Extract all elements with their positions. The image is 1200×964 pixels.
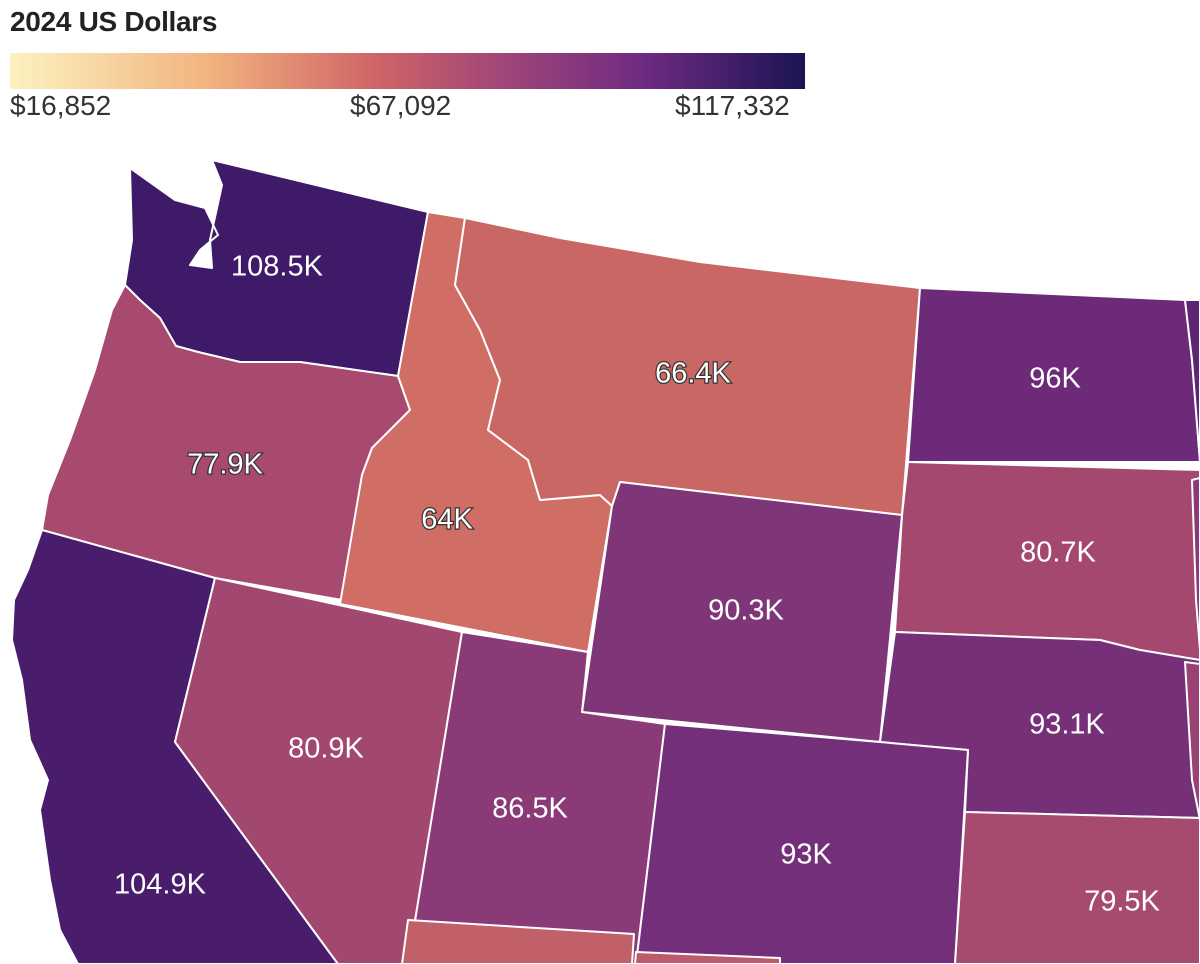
label-north-dakota: 96K [1029, 363, 1081, 395]
legend-color-bar [10, 53, 805, 89]
state-missouri[interactable] [1184, 661, 1200, 821]
label-nevada: 80.9K [288, 733, 364, 765]
label-montana: 66.4K [655, 358, 731, 390]
state-new-mexico[interactable] [634, 951, 781, 964]
label-idaho: 64K [421, 504, 473, 536]
label-nebraska: 93.1K [1029, 709, 1105, 741]
label-california: 104.9K [114, 869, 207, 901]
state-wyoming[interactable] [581, 481, 903, 743]
state-montana[interactable] [454, 217, 921, 516]
label-kansas: 79.5K [1084, 886, 1160, 918]
label-colorado: 93K [780, 839, 832, 871]
state-minnesota[interactable] [1184, 299, 1200, 463]
label-washington: 108.5K [231, 251, 324, 283]
state-kansas[interactable] [954, 811, 1200, 964]
legend-max-label: $117,332 [675, 90, 790, 121]
label-utah: 86.5K [492, 793, 568, 825]
state-iowa[interactable] [1191, 477, 1200, 651]
label-wyoming: 90.3K [708, 595, 784, 627]
label-south-dakota: 80.7K [1020, 537, 1096, 569]
legend-min-label: $16,852 [10, 90, 112, 121]
state-nevada[interactable] [174, 577, 463, 964]
legend-title: 2024 US Dollars [10, 6, 218, 37]
state-arizona[interactable] [401, 919, 635, 964]
legend-mid-label: $67,092 [350, 90, 452, 121]
label-oregon: 77.9K [187, 449, 263, 481]
